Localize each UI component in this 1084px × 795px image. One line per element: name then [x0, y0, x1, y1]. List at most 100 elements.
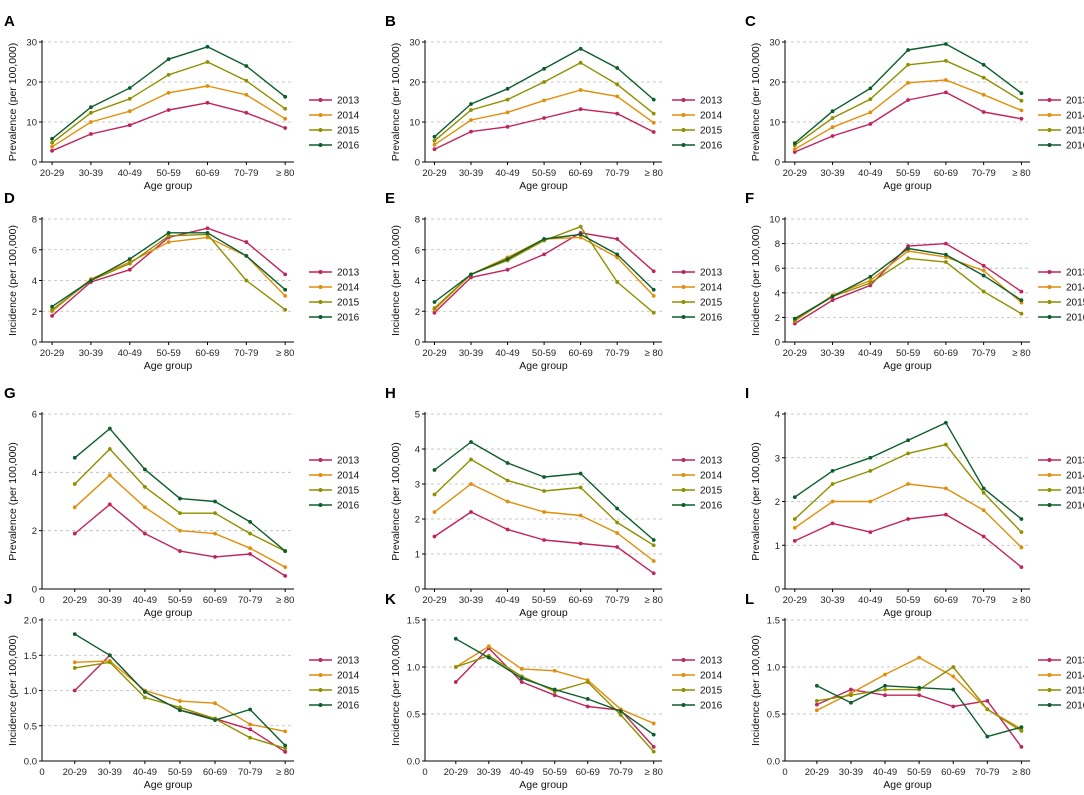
data-point-2014 — [248, 546, 253, 551]
legend-item-2016: 2016 — [309, 701, 360, 712]
data-point-2014 — [651, 721, 656, 726]
data-point-2014 — [552, 668, 557, 673]
data-point-2013 — [883, 693, 887, 698]
data-point-2016 — [1019, 725, 1024, 730]
data-point-2015 — [830, 482, 835, 486]
series-line-2013 — [816, 688, 1022, 748]
data-point-2013 — [792, 538, 797, 543]
legend-item-2016: 2016 — [309, 501, 360, 512]
legend-label: 2014 — [1066, 111, 1084, 122]
x-tick-label: 30-39 — [459, 595, 483, 606]
legend-swatch-point — [1047, 688, 1052, 692]
legend-item-2015: 2015 — [309, 126, 360, 137]
y-tick-label: 1.0 — [767, 663, 780, 674]
data-point-2013 — [248, 552, 253, 556]
panel-label: G — [4, 385, 16, 402]
data-point-2016 — [578, 46, 583, 51]
data-point-2015 — [244, 278, 249, 283]
data-point-2013 — [943, 241, 948, 246]
data-point-2015 — [432, 138, 437, 143]
legend-swatch-point — [318, 128, 323, 132]
y-tick-label: 10 — [769, 118, 780, 129]
panel-label: D — [4, 190, 15, 207]
legend-swatch-point — [681, 143, 686, 147]
data-point-2013 — [951, 704, 956, 709]
data-point-2016 — [143, 467, 147, 472]
data-point-2015 — [505, 478, 510, 483]
data-point-2014 — [213, 701, 217, 706]
data-point-2015 — [283, 746, 288, 751]
series-line-2016 — [455, 638, 655, 736]
x-tick-label: 40-49 — [858, 168, 882, 179]
data-point-2014 — [519, 666, 524, 671]
x-tick-label: 30-39 — [459, 348, 483, 359]
x-tick-label: 40-49 — [133, 595, 157, 606]
legend-swatch-point — [318, 300, 323, 304]
legend-swatch-point — [1047, 703, 1052, 707]
y-tick-label: 2 — [415, 515, 420, 526]
data-point-2013 — [505, 527, 510, 532]
y-tick-label: 8 — [415, 215, 420, 226]
data-point-2013 — [585, 704, 590, 709]
data-point-2013 — [830, 134, 835, 138]
legend-swatch-point — [1047, 270, 1052, 274]
legend-swatch-point — [1047, 143, 1052, 147]
legend-label: 2016 — [700, 701, 723, 712]
data-point-2014 — [615, 531, 620, 535]
x-tick-label: 70-79 — [971, 348, 995, 359]
data-point-2014 — [830, 125, 835, 130]
data-point-2016 — [89, 278, 93, 283]
data-point-2015 — [985, 707, 990, 712]
data-point-2014 — [248, 722, 253, 727]
data-point-2016 — [469, 102, 473, 106]
x-tick-label: 30-39 — [79, 168, 103, 179]
legend-item-2013: 2013 — [309, 96, 360, 107]
data-point-2013 — [814, 702, 819, 707]
legend-item-2016: 2016 — [1038, 701, 1084, 712]
legend-swatch-point — [318, 458, 323, 462]
x-tick-label: ≥ 80 — [644, 767, 662, 778]
data-point-2016 — [107, 653, 112, 658]
legend-item-2013: 2013 — [309, 268, 360, 279]
data-point-2015 — [143, 695, 147, 700]
x-tick-label: 50-59 — [156, 168, 180, 179]
data-point-2015 — [943, 260, 948, 264]
data-point-2015 — [615, 82, 620, 87]
y-tick-label: 6 — [415, 245, 420, 256]
data-point-2016 — [917, 685, 922, 690]
data-point-2016 — [985, 734, 990, 739]
x-tick-label: ≥ 80 — [644, 595, 662, 606]
legend-swatch-point — [681, 673, 686, 677]
x-tick-label: 60-69 — [934, 348, 958, 359]
panel-label: E — [385, 190, 395, 207]
data-point-2014 — [72, 660, 77, 665]
x-tick-label: 60-69 — [934, 168, 958, 179]
y-tick-label: 0 — [775, 338, 780, 349]
data-point-2015 — [883, 687, 887, 692]
legend-swatch-point — [681, 128, 686, 132]
data-point-2016 — [906, 48, 911, 52]
x-axis-title: Age group — [883, 180, 932, 192]
legend-label: 2013 — [1066, 656, 1084, 667]
chart-panel-a: A 0 10 20 30 20-29 30-39 40-49 50-59 60-69 70-79 ≥ … — [4, 13, 360, 192]
legend-swatch-point — [318, 673, 323, 677]
legend-swatch-point — [1047, 285, 1052, 289]
legend-swatch-point — [1047, 113, 1052, 117]
legend-swatch-point — [318, 98, 323, 102]
legend-swatch-point — [1047, 315, 1052, 319]
data-point-2015 — [868, 468, 873, 473]
data-point-2015 — [830, 116, 835, 120]
legend-item-2016: 2016 — [309, 313, 360, 324]
data-point-2015 — [283, 106, 288, 111]
legend-item-2014: 2014 — [1038, 671, 1084, 682]
legend-item-2016: 2016 — [1038, 313, 1084, 324]
data-point-2016 — [943, 42, 948, 46]
data-point-2014 — [213, 531, 217, 536]
y-tick-label: 0.0 — [24, 757, 37, 768]
y-tick-label: 2 — [32, 307, 37, 318]
data-point-2016 — [89, 105, 93, 110]
series-line-2014 — [74, 474, 286, 568]
data-point-2013 — [552, 693, 557, 698]
data-point-2013 — [453, 680, 458, 684]
